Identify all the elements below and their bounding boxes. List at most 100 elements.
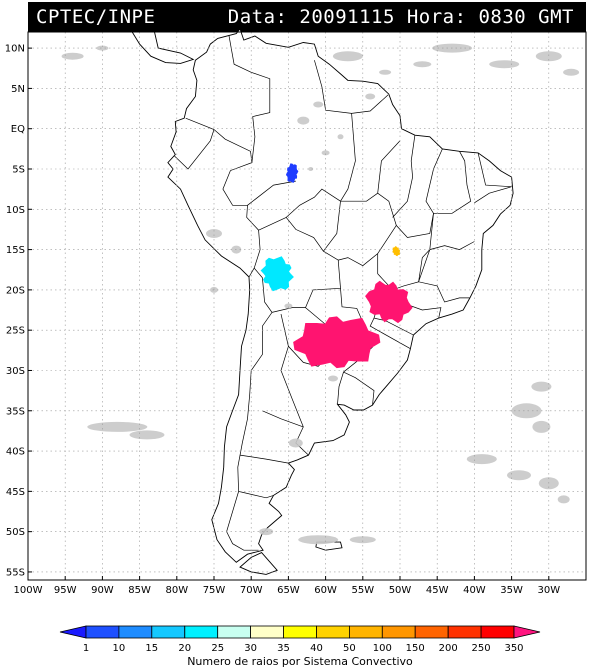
convective-system-sao-paulo: [365, 280, 413, 324]
political-border: [262, 410, 304, 428]
colorbar-swatch: [414, 625, 449, 639]
political-border: [377, 140, 401, 194]
colorbar-label: 50: [343, 643, 356, 654]
colorbar-swatch: [184, 625, 219, 639]
lat-tick-label: 45S: [6, 487, 25, 498]
lat-tick-label: 10S: [6, 205, 25, 216]
political-border: [369, 317, 411, 350]
lat-tick-label: 35S: [6, 406, 25, 417]
political-border: [226, 267, 273, 551]
colorbar-label: 40: [310, 643, 323, 654]
political-border: [228, 35, 271, 163]
cloud-patch: [328, 375, 338, 382]
political-border: [314, 60, 389, 114]
cloud-patch: [511, 403, 542, 419]
political-border: [392, 135, 416, 218]
colorbar-low-arrow: [59, 625, 87, 639]
cloud-patch: [298, 535, 339, 545]
colorbar-caption: Numero de raios por Sistema Convectivo: [187, 655, 413, 668]
political-border: [340, 113, 356, 202]
cloud-patch: [297, 116, 310, 125]
colorbar-label: 150: [406, 643, 425, 654]
lon-tick-label: 70W: [240, 585, 263, 596]
colorbar-label: 200: [439, 643, 458, 654]
lon-tick-label: 80W: [165, 585, 188, 596]
timestamp-label: Data: 20091115 Hora: 0830 GMT: [227, 6, 574, 28]
colorbar-swatch: [217, 625, 251, 639]
colorbar-label: 10: [113, 643, 126, 654]
convective-systems: [260, 163, 413, 369]
cloud-patch: [535, 51, 562, 62]
colorbar-swatch: [283, 625, 317, 639]
political-border: [238, 491, 274, 499]
lon-tick-label: 90W: [91, 585, 114, 596]
source-label: CPTEC/INPE: [36, 6, 156, 28]
cloud-patch: [87, 421, 148, 432]
political-border: [285, 188, 341, 218]
cloud-patch: [557, 495, 570, 504]
lon-tick-label: 85W: [128, 585, 151, 596]
cloud-patch: [96, 45, 109, 51]
lon-tick-label: 50W: [389, 585, 412, 596]
land-boundaries: [131, 27, 514, 575]
colorbar-label: 250: [472, 643, 491, 654]
cloud-patch: [206, 229, 222, 238]
header-bar: CPTEC/INPE Data: 20091115 Hora: 0830 GMT: [28, 2, 586, 32]
colorbar-swatch: [151, 625, 186, 639]
political-border: [239, 454, 289, 464]
political-border: [433, 151, 472, 214]
cloud-patch: [129, 430, 165, 440]
graticule-grid: [27, 32, 586, 580]
cloud-patch: [284, 303, 293, 309]
lat-tick-label: 55S: [6, 567, 25, 578]
cloud-patch: [507, 470, 531, 481]
lat-tick-label: 20S: [6, 285, 25, 296]
colorbar-swatch: [316, 625, 350, 639]
axis-ticks: 10N 5N EQ 5S 10S 15S 20S 25S 30S 35S 40S 45S 50S 55S 1…: [5, 44, 560, 596]
lat-tick-label: 25S: [6, 326, 25, 337]
convective-system-paraguay: [293, 316, 381, 369]
cloud-patch: [337, 134, 344, 140]
colorbar-label: 15: [145, 643, 158, 654]
central-america-coastline: [131, 31, 195, 64]
political-border: [337, 371, 344, 405]
colorbar-swatch: [118, 625, 153, 639]
colorbar-label: 35: [277, 643, 290, 654]
lon-tick-label: 75W: [203, 585, 226, 596]
political-border: [247, 180, 296, 206]
lon-tick-label: 35W: [500, 585, 523, 596]
political-border: [474, 152, 512, 204]
political-border: [323, 201, 341, 252]
cloud-patch: [321, 150, 330, 156]
colorbar-high-arrow: [513, 625, 541, 639]
political-border: [377, 213, 434, 291]
tierra-del-fuego: [239, 552, 278, 575]
map-frame: [27, 31, 587, 581]
lat-tick-label: 10N: [5, 44, 25, 55]
lon-tick-label: 30W: [537, 585, 560, 596]
colorbar: 1 10 15 20 25 30 35 40 50 100 150 200 250 350: [59, 625, 541, 654]
cloud-patch: [466, 454, 497, 465]
lon-tick-label: 45W: [426, 585, 449, 596]
colorbar-label: 100: [373, 643, 392, 654]
lon-tick-label: 55W: [351, 585, 374, 596]
cloud-patch: [313, 101, 324, 108]
lat-tick-label: 50S: [6, 527, 25, 538]
cloud-patch: [349, 536, 376, 544]
cloud-patch: [413, 61, 432, 68]
colorbar-swatch: [381, 625, 416, 639]
lat-tick-label: 15S: [6, 245, 25, 256]
falkland-islands: [315, 541, 343, 551]
lon-tick-label: 65W: [277, 585, 300, 596]
cloud-patch: [308, 167, 314, 171]
cloud-patch: [563, 68, 580, 76]
political-border: [185, 117, 261, 278]
lat-tick-label: 40S: [6, 447, 25, 458]
political-border: [418, 241, 475, 303]
cloud-patch: [531, 381, 552, 392]
political-border: [338, 253, 378, 267]
colorbar-label: 1: [83, 643, 89, 654]
cloud-patch: [332, 51, 363, 62]
